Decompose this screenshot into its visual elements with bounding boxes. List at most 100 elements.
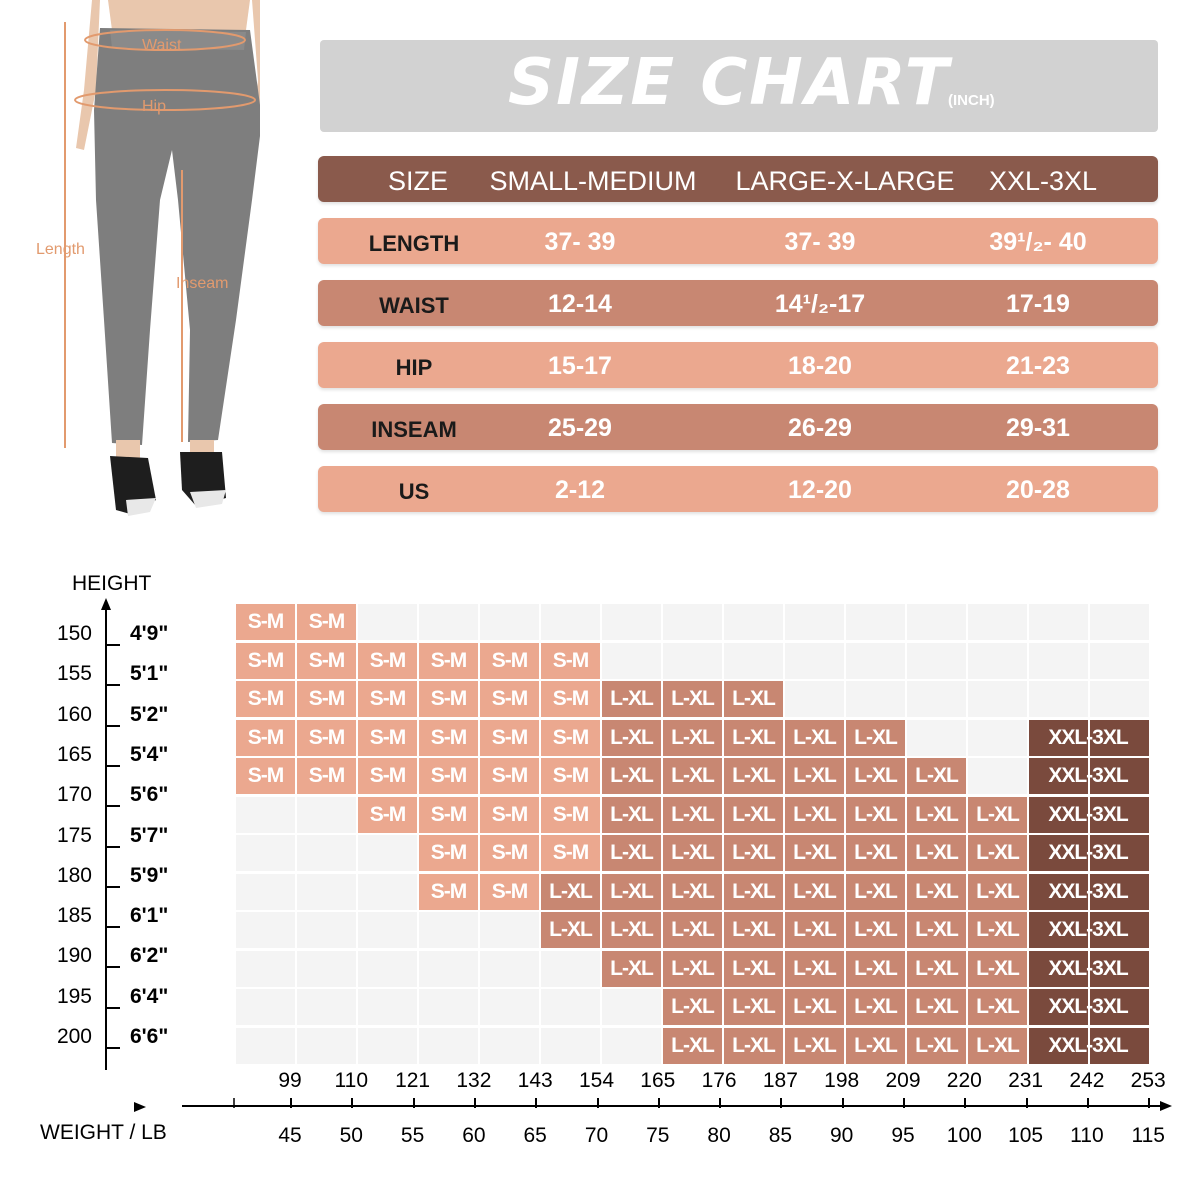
empty-cell (297, 835, 356, 871)
empty-cell (480, 950, 539, 987)
empty-cell (846, 642, 905, 679)
cell-lxl: 26-29 (788, 414, 852, 442)
y-tick-cm: 155 (56, 662, 92, 686)
size-cell-lxl: L-XL (907, 758, 966, 794)
cell-sm: 37- 39 (544, 228, 616, 256)
size-cell-lxl: L-XL (724, 873, 783, 910)
x-tick-mark (1025, 1098, 1028, 1108)
size-label-xxl-3xl: XXL-3XL (1048, 1033, 1128, 1057)
size-cell-sm: S-M (236, 681, 295, 717)
size-cell-lxl: L-XL (785, 950, 844, 987)
y-tick-mark (106, 1047, 120, 1049)
x-tick-mark (1148, 1098, 1151, 1108)
x-tick-kg: 110 (1070, 1124, 1104, 1147)
empty-cell (602, 642, 661, 679)
x-tick-mark (351, 1098, 354, 1108)
x-tick-mark (841, 1098, 844, 1108)
x-tick-mark (903, 1098, 905, 1108)
y-tick-mark (106, 966, 120, 969)
y-tick-ft: 5'4" (130, 742, 169, 766)
size-cell-sm: S-M (297, 719, 356, 756)
table-row-inseam: INSEAM 25-29 26-29 29-31 (318, 404, 1158, 450)
size-cell-lxl: L-XL (907, 873, 966, 910)
size-cell-sm: S-M (480, 719, 539, 756)
size-cell-sm: S-M (480, 835, 539, 871)
x-tick-kg: 70 (584, 1124, 609, 1147)
size-cell-sm: S-M (297, 681, 356, 717)
size-cell-sm: S-M (541, 642, 600, 679)
y-tick-cm: 165 (56, 742, 92, 766)
size-cell-xxl (1029, 912, 1088, 948)
size-cell-lxl: L-XL (785, 758, 844, 794)
empty-cell (968, 681, 1027, 717)
size-cell-xxl (1090, 1027, 1149, 1064)
empty-cell (785, 681, 844, 717)
empty-cell (480, 604, 539, 640)
size-cell-lxl: L-XL (846, 796, 905, 833)
size-cell-sm: S-M (480, 758, 539, 794)
x-tick-lb: 242 (1069, 1069, 1105, 1092)
y-tick-ft: 6'1" (130, 904, 169, 928)
cell-xxl: 20-28 (1006, 476, 1070, 504)
empty-cell (968, 758, 1027, 794)
size-cell-lxl: L-XL (541, 873, 600, 910)
size-cell-xxl (1029, 1027, 1088, 1064)
size-cell-sm: S-M (297, 604, 356, 640)
x-tick-lb: 198 (824, 1069, 860, 1092)
size-cell-sm: S-M (358, 719, 417, 756)
row-label: HIP (395, 355, 433, 380)
size-cell-sm: S-M (541, 758, 600, 794)
size-cell-xxl (1029, 758, 1088, 794)
empty-cell (419, 989, 478, 1025)
x-tick-kg: 105 (1008, 1124, 1044, 1147)
x-tick-mark (964, 1098, 967, 1108)
empty-cell (480, 989, 539, 1025)
y-tick-ft: 6'4" (130, 984, 169, 1008)
y-tick-mark (106, 805, 120, 808)
empty-cell (907, 719, 966, 756)
empty-cell (297, 873, 356, 910)
size-cell-sm: S-M (419, 681, 478, 717)
empty-cell (419, 912, 478, 948)
size-cell-xxl (1090, 796, 1149, 833)
empty-cell (602, 604, 661, 640)
empty-cell (297, 912, 356, 948)
size-cell-sm: S-M (419, 719, 478, 756)
x-tick-kg: 55 (400, 1124, 425, 1147)
title-bar (320, 40, 1158, 132)
empty-cell (907, 604, 966, 640)
row-label: WAIST (379, 293, 449, 318)
size-cell-lxl: L-XL (663, 912, 722, 948)
x-tick-mark (657, 1098, 660, 1108)
empty-cell (541, 1027, 600, 1064)
y-tick-cm: 190 (56, 944, 92, 968)
size-cell-sm: S-M (541, 719, 600, 756)
size-cell-xxl (1090, 989, 1149, 1025)
size-label-xxl-3xl: XXL-3XL (1048, 841, 1128, 864)
empty-cell (663, 604, 722, 640)
x-tick-kg: 100 (946, 1124, 982, 1147)
empty-cell (358, 950, 417, 987)
row-label: LENGTH (368, 231, 460, 256)
size-cell-lxl: L-XL (724, 835, 783, 871)
y-tick-ft: 5'7" (130, 823, 169, 847)
x-tick-mark (719, 1098, 722, 1108)
size-cell-lxl: L-XL (541, 912, 600, 948)
size-cell-xxl (1029, 796, 1088, 833)
size-cell-sm: S-M (419, 758, 478, 794)
cell-sm: 2-12 (554, 476, 606, 504)
size-cell-xxl (1029, 873, 1088, 910)
x-tick-kg: 75 (646, 1124, 670, 1147)
empty-cell (358, 604, 417, 640)
size-cell-xxl (1090, 719, 1149, 756)
empty-cell (968, 642, 1027, 679)
x-tick-mark (596, 1098, 599, 1108)
x-tick-lb: 187 (762, 1069, 798, 1092)
size-cell-lxl: L-XL (907, 912, 966, 948)
size-cell-lxl: L-XL (602, 873, 661, 910)
empty-cell (846, 681, 905, 717)
y-tick-mark (106, 885, 120, 888)
x-tick-kg: 45 (278, 1124, 302, 1147)
cell-sm: 12-14 (548, 290, 612, 318)
empty-cell (419, 604, 478, 640)
